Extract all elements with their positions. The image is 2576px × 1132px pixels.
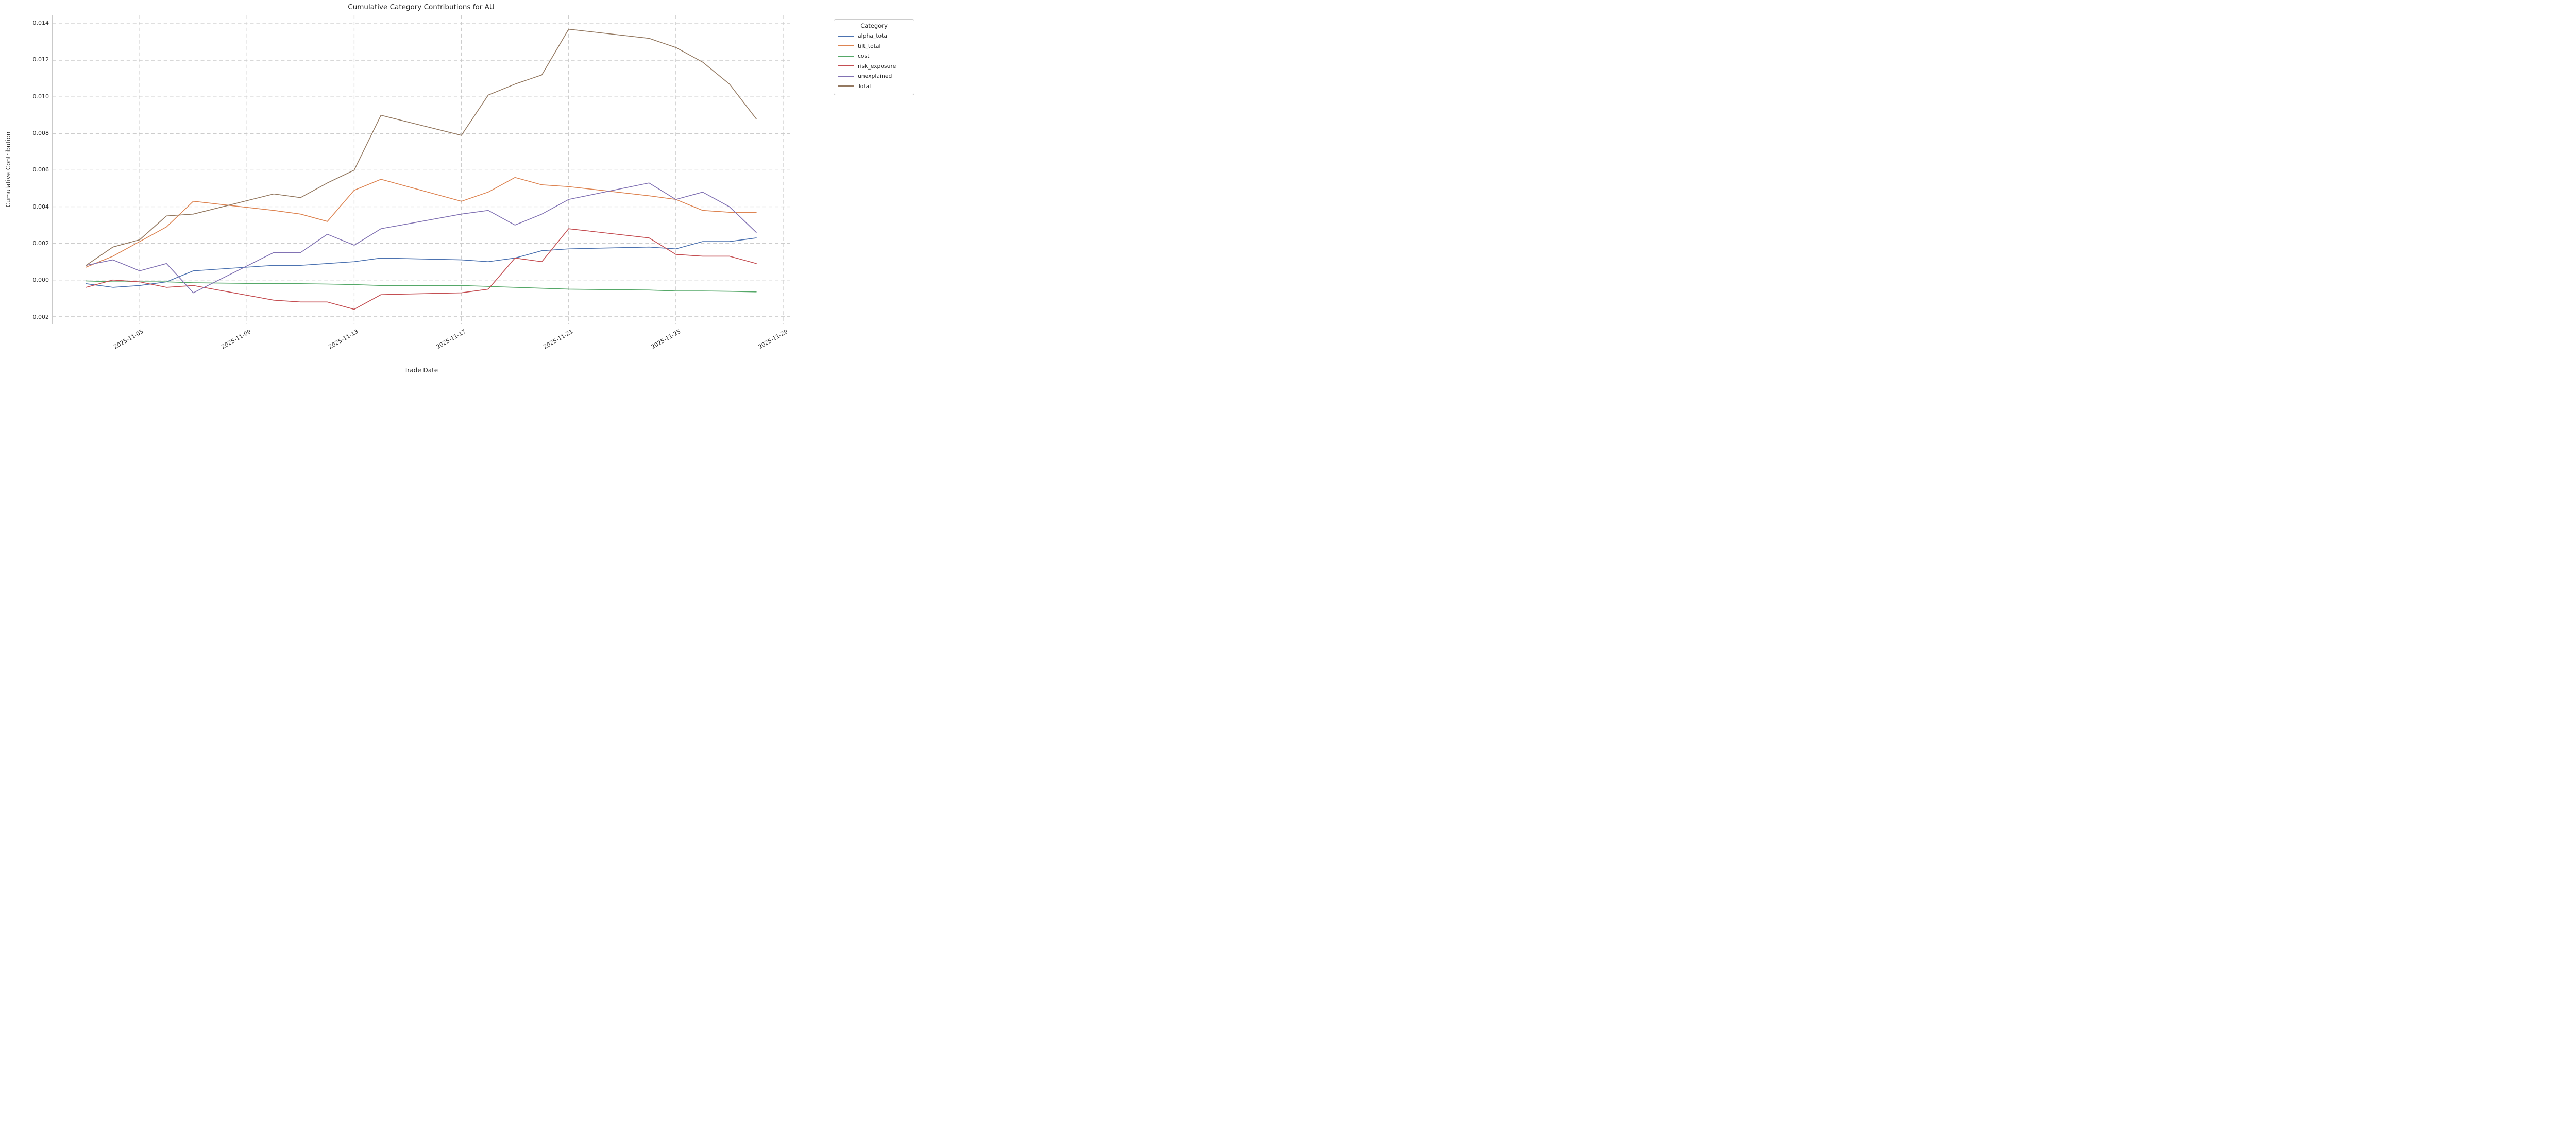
legend-label: cost — [858, 53, 870, 60]
legend-label: alpha_total — [858, 32, 889, 40]
legend-item-alpha_total: alpha_total — [838, 31, 910, 41]
legend-item-Total: Total — [838, 81, 910, 92]
legend-line-swatch — [838, 55, 854, 57]
line-alpha_total — [86, 237, 757, 288]
y-tick-label: −0.002 — [28, 313, 49, 320]
line-tilt_total — [86, 177, 757, 268]
x-tick-label: 2025-11-13 — [327, 328, 360, 351]
x-tick-label: 2025-11-17 — [435, 328, 467, 351]
y-tick-label: 0.008 — [32, 130, 49, 137]
legend-label: Total — [858, 82, 871, 90]
legend-item-cost: cost — [838, 51, 910, 61]
line-cost — [86, 280, 757, 293]
legend-line-swatch — [838, 65, 854, 67]
legend-label: unexplained — [858, 73, 892, 80]
y-tick-label: 0.000 — [32, 277, 49, 284]
legend-line-swatch — [838, 75, 854, 77]
legend-line-swatch — [838, 85, 854, 87]
x-axis-label: Trade Date — [404, 367, 438, 374]
plot-area — [52, 15, 790, 324]
legend-title: Category — [860, 22, 888, 29]
line-Total — [86, 28, 757, 266]
y-tick-label: 0.006 — [32, 166, 49, 174]
y-tick-label: 0.012 — [32, 56, 49, 63]
line-risk_exposure — [86, 228, 757, 310]
x-tick-label: 2025-11-29 — [757, 328, 789, 351]
x-tick-label: 2025-11-21 — [542, 328, 574, 351]
chart-title: Cumulative Category Contributions for AU — [348, 3, 495, 11]
legend-line-swatch — [838, 45, 854, 47]
y-tick-label: 0.014 — [32, 20, 49, 27]
y-axis-label: Cumulative Contribution — [5, 131, 12, 208]
x-tick-label: 2025-11-05 — [112, 328, 145, 351]
y-tick-label: 0.010 — [32, 93, 49, 100]
y-tick-label: 0.004 — [32, 203, 49, 210]
x-tick-label: 2025-11-09 — [220, 328, 252, 351]
legend-item-unexplained: unexplained — [838, 71, 910, 81]
legend-label: risk_exposure — [858, 62, 896, 70]
chart-canvas — [53, 15, 790, 324]
legend-label: tilt_total — [858, 42, 881, 49]
legend-item-risk_exposure: risk_exposure — [838, 61, 910, 72]
line-unexplained — [86, 182, 757, 294]
y-tick-label: 0.002 — [32, 240, 49, 247]
x-tick-label: 2025-11-25 — [650, 328, 682, 351]
legend-line-swatch — [838, 35, 854, 37]
legend-item-tilt_total: tilt_total — [838, 41, 910, 52]
chart-figure: Cumulative Category Contributions for AU… — [0, 0, 919, 378]
